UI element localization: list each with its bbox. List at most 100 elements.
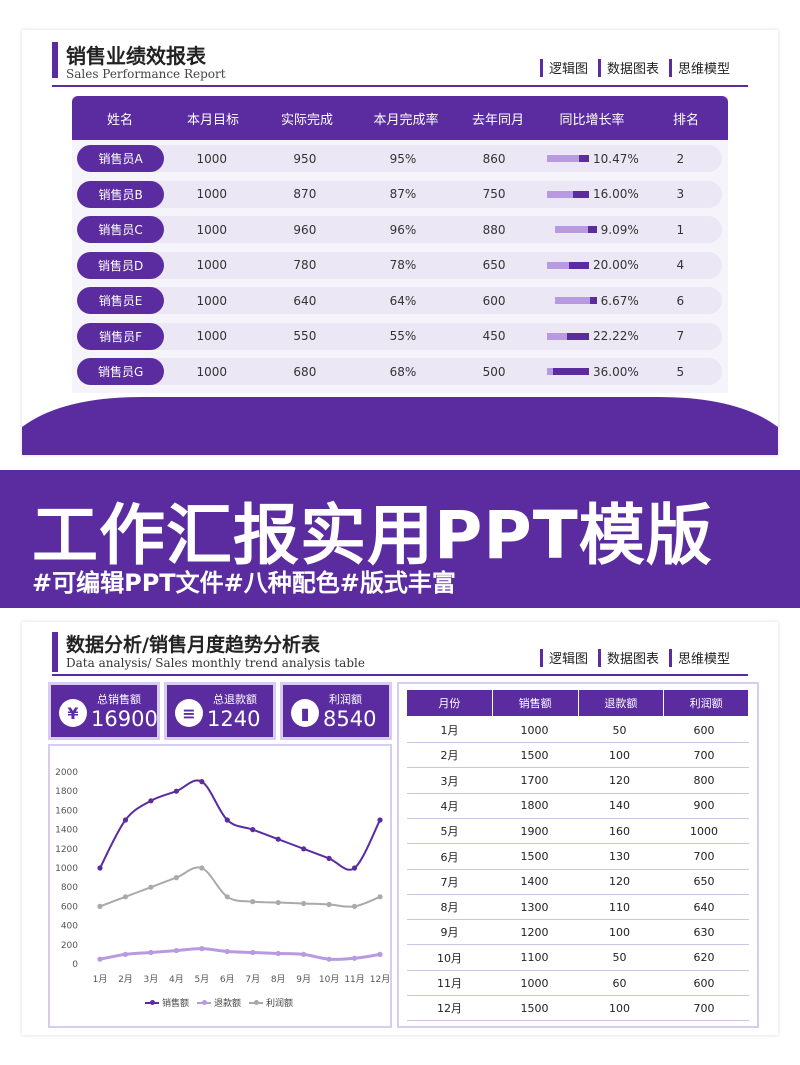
cell-rate: 64%: [389, 293, 417, 308]
table-cell: 1000: [520, 976, 549, 990]
growth-value: 9.09%: [600, 222, 639, 237]
stat-label: 总销售额: [97, 693, 141, 706]
nav-thinking-model[interactable]: 思维模型: [668, 58, 730, 77]
table-cell: 11月: [437, 977, 462, 990]
salesperson-name: 销售员A: [77, 145, 165, 172]
header-last-year: 去年同月: [471, 112, 524, 128]
nav-logic-diagram[interactable]: 逻辑图: [539, 58, 588, 77]
series-line-2: [99, 947, 381, 961]
title-divider: [52, 85, 748, 87]
data-point: [250, 827, 256, 833]
cell-growth: 10.47%: [536, 152, 639, 166]
data-point: [224, 894, 230, 900]
data-point: [377, 951, 383, 957]
data-point: [173, 947, 179, 954]
performance-table: 姓名 本月目标 实际完成 本月完成率 去年同月 同比增长率 排名 销售员A 100…: [72, 96, 728, 393]
top-nav: 逻辑图 数据图表 思维模型: [530, 648, 730, 667]
table-cell: 120: [609, 875, 630, 889]
header-month: 月份: [407, 690, 492, 716]
x-tick-label: 12月: [370, 974, 390, 985]
table-cell: 620: [693, 951, 715, 965]
nav-data-chart[interactable]: 数据图表: [597, 58, 659, 77]
data-point: [275, 950, 281, 957]
table-cell: 1月: [440, 724, 459, 737]
table-row: 2月 1500 100 700: [407, 743, 749, 769]
data-point: [275, 899, 281, 906]
data-point: [326, 855, 332, 861]
y-tick-label: 1000: [55, 864, 78, 874]
banner-subtitle: #可编辑PPT文件#八种配色#版式丰富: [32, 569, 456, 597]
cell-actual: 640: [293, 293, 317, 308]
data-point: [351, 903, 358, 909]
growth-value: 10.47%: [593, 151, 639, 166]
header-target: 本月目标: [186, 112, 239, 128]
x-tick-label: 6月: [220, 974, 235, 985]
cell-target: 1000: [196, 187, 228, 201]
chart-legend: 销售额 退款额 利润额: [145, 996, 301, 1009]
table-cell: 1300: [520, 900, 549, 914]
data-point: [122, 894, 129, 900]
cell-actual: 960: [293, 222, 317, 237]
table-cell: 12月: [437, 1002, 462, 1016]
growth-bar: [547, 332, 589, 340]
table-cell: 1000: [520, 723, 549, 737]
table-cell: 120: [609, 774, 630, 788]
growth-value: 36.00%: [593, 364, 639, 379]
table-row: 销售员A 1000 950 95% 860 10.47% 2: [77, 145, 722, 172]
stat-value: 8540: [323, 707, 377, 731]
salesperson-name: 销售员B: [77, 180, 165, 208]
table-row: 销售员C 1000 960 96% 880 9.09% 1: [77, 216, 722, 243]
data-point: [122, 951, 129, 957]
data-point: [224, 817, 230, 823]
data-point: [224, 948, 230, 955]
cell-rate: 96%: [389, 222, 417, 237]
cell-rank: 6: [676, 293, 685, 308]
table-cell: 630: [693, 925, 715, 939]
cell-rank: 1: [676, 222, 685, 237]
table-cell: 640: [693, 900, 715, 914]
table-row: 9月 1200 100 630: [407, 920, 749, 946]
cell-rate: 55%: [389, 329, 417, 343]
header-rank: 排名: [672, 112, 699, 128]
table-cell: 100: [609, 748, 630, 762]
legend-refund: 退款额: [197, 996, 241, 1009]
data-point: [97, 865, 103, 871]
cell-growth: 22.22%: [536, 329, 639, 343]
title-accent-bar: [52, 42, 58, 78]
salesperson-name: 销售员D: [77, 251, 165, 279]
cell-growth: 36.00%: [536, 365, 639, 379]
data-point: [148, 884, 154, 890]
table-cell: 50: [612, 951, 627, 965]
table-row: 3月 1700 120 800: [407, 769, 749, 794]
nav-data-chart[interactable]: 数据图表: [597, 648, 659, 667]
cell-target: 1000: [196, 364, 228, 379]
page-subtitle: Data analysis/ Sales monthly trend analy…: [66, 656, 365, 670]
table-cell: 1500: [520, 1001, 549, 1015]
cell-rate: 87%: [389, 187, 417, 201]
growth-value: 20.00%: [593, 258, 639, 272]
table-row: 10月 1100 50 620: [407, 946, 749, 971]
table-cell: 7月: [440, 875, 459, 889]
cell-growth: 6.67%: [536, 294, 639, 308]
table-cell: 1100: [520, 951, 549, 965]
table-cell: 650: [693, 875, 715, 889]
page-title: 数据分析/销售月度趋势分析表: [66, 634, 320, 656]
cell-target: 1000: [196, 329, 228, 343]
data-point: [148, 949, 154, 956]
table-cell: 600: [693, 976, 715, 990]
y-tick-label: 1800: [55, 787, 78, 797]
table-row: 4月 1800 140 900: [407, 794, 749, 819]
monthly-table: 月份 销售额 退款额 利润额 1月 1000 50 600 2月 1500 100 700 3月…: [397, 682, 759, 1028]
x-tick-label: 8月: [271, 974, 286, 985]
nav-thinking-model[interactable]: 思维模型: [668, 648, 730, 667]
stat-value: 1240: [207, 707, 261, 731]
growth-value: 16.00%: [593, 187, 639, 201]
y-tick-label: 400: [61, 922, 78, 932]
table-row: 12月 1500 100 700: [407, 996, 749, 1022]
nav-logic-diagram[interactable]: 逻辑图: [539, 648, 588, 667]
cell-target: 1000: [196, 293, 228, 308]
data-point: [173, 875, 179, 881]
cell-target: 1000: [196, 258, 228, 272]
table-cell: 4月: [440, 799, 459, 813]
y-tick-label: 800: [61, 883, 78, 893]
